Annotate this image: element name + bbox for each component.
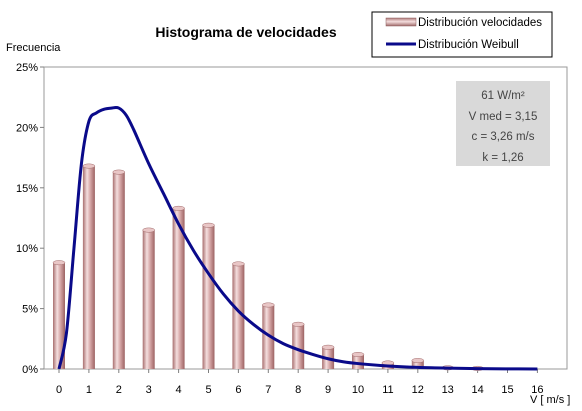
y-axis-label: Frecuencia bbox=[6, 42, 61, 54]
bar bbox=[262, 302, 275, 369]
y-axis: 0% 5% 10% 15% 20% 25% bbox=[16, 62, 44, 376]
bar-body bbox=[142, 230, 155, 369]
weibull-curve bbox=[57, 105, 538, 371]
bar-cap bbox=[411, 358, 425, 363]
bar-series bbox=[52, 163, 484, 371]
x-tick-label: 2 bbox=[116, 384, 122, 396]
bar-cap bbox=[321, 344, 335, 350]
bar-cap bbox=[351, 352, 365, 357]
y-tick-label: 5% bbox=[22, 304, 38, 316]
info-vmed: V med = 3,15 bbox=[469, 111, 538, 123]
x-axis-label: V [ m/s ] bbox=[530, 394, 570, 406]
x-tick-label: 0 bbox=[56, 384, 62, 396]
plot-area bbox=[43, 66, 568, 370]
bar-body bbox=[352, 354, 364, 369]
x-tick-label: 14 bbox=[471, 384, 483, 396]
x-tick-label: 1 bbox=[86, 384, 92, 396]
bar-body bbox=[172, 208, 185, 369]
bar-cap bbox=[232, 261, 245, 267]
bar-body bbox=[411, 360, 424, 369]
bar-cap bbox=[142, 227, 155, 233]
info-box: 61 W/m² V med = 3,15 c = 3,26 m/s k = 1,… bbox=[456, 81, 550, 166]
bar bbox=[112, 169, 126, 369]
info-k: k = 1,26 bbox=[482, 152, 523, 164]
legend-label-line: Distribución Weibull bbox=[418, 39, 519, 51]
legend-label-bars: Distribución velocidades bbox=[418, 17, 542, 29]
x-tick-label: 10 bbox=[352, 384, 364, 396]
bar-body bbox=[53, 262, 65, 369]
bar bbox=[232, 261, 245, 369]
bar-cap bbox=[112, 169, 126, 175]
y-tick-label: 0% bbox=[22, 364, 38, 376]
x-tick-label: 12 bbox=[412, 384, 424, 396]
x-tick-label: 11 bbox=[382, 384, 393, 396]
bar-body bbox=[232, 263, 245, 369]
y-tick-label: 25% bbox=[16, 62, 38, 74]
bar bbox=[202, 222, 215, 369]
x-tick-label: 7 bbox=[265, 384, 271, 396]
bar-cap bbox=[262, 302, 275, 308]
y-tick-label: 20% bbox=[16, 122, 38, 134]
x-tick-label: 6 bbox=[235, 384, 241, 396]
bar-cap bbox=[82, 163, 96, 169]
y-tick-label: 10% bbox=[16, 243, 38, 255]
x-tick-label: 9 bbox=[325, 384, 331, 396]
x-tick-label: 5 bbox=[205, 384, 211, 396]
bar bbox=[52, 260, 66, 369]
x-tick-label: 4 bbox=[176, 384, 182, 396]
info-c: c = 3,26 m/s bbox=[472, 131, 535, 143]
bar-body bbox=[82, 166, 95, 369]
legend: Distribución velocidades Distribución We… bbox=[371, 11, 553, 58]
y-tick-label: 15% bbox=[16, 183, 38, 195]
bar bbox=[351, 352, 365, 369]
bar-cap bbox=[52, 260, 66, 266]
info-box-background bbox=[456, 81, 550, 166]
bar-cap bbox=[291, 321, 305, 327]
bar bbox=[291, 321, 305, 369]
info-power: 61 W/m² bbox=[481, 90, 525, 102]
x-tick-label: 8 bbox=[295, 384, 301, 396]
x-tick-label: 3 bbox=[146, 384, 152, 396]
x-axis: 0 1 2 3 4 5 6 7 8 9 10 11 12 13 14 15 16 bbox=[56, 369, 544, 396]
bar bbox=[172, 205, 185, 369]
bar-cap bbox=[172, 205, 185, 211]
x-tick-label: 16 bbox=[531, 384, 543, 396]
bar bbox=[142, 227, 155, 369]
legend-bar-swatch bbox=[385, 17, 417, 27]
x-tick-label: 15 bbox=[501, 384, 513, 396]
bar-body bbox=[262, 304, 275, 369]
chart-title: Histograma de velocidades bbox=[155, 24, 337, 40]
bar bbox=[411, 358, 425, 369]
bar bbox=[82, 163, 96, 369]
x-tick-label: 13 bbox=[442, 384, 454, 396]
bar-body bbox=[202, 225, 215, 369]
line-series bbox=[57, 105, 538, 371]
bar-body bbox=[292, 324, 305, 369]
bar-cap bbox=[202, 222, 215, 228]
bar-body bbox=[112, 172, 125, 369]
